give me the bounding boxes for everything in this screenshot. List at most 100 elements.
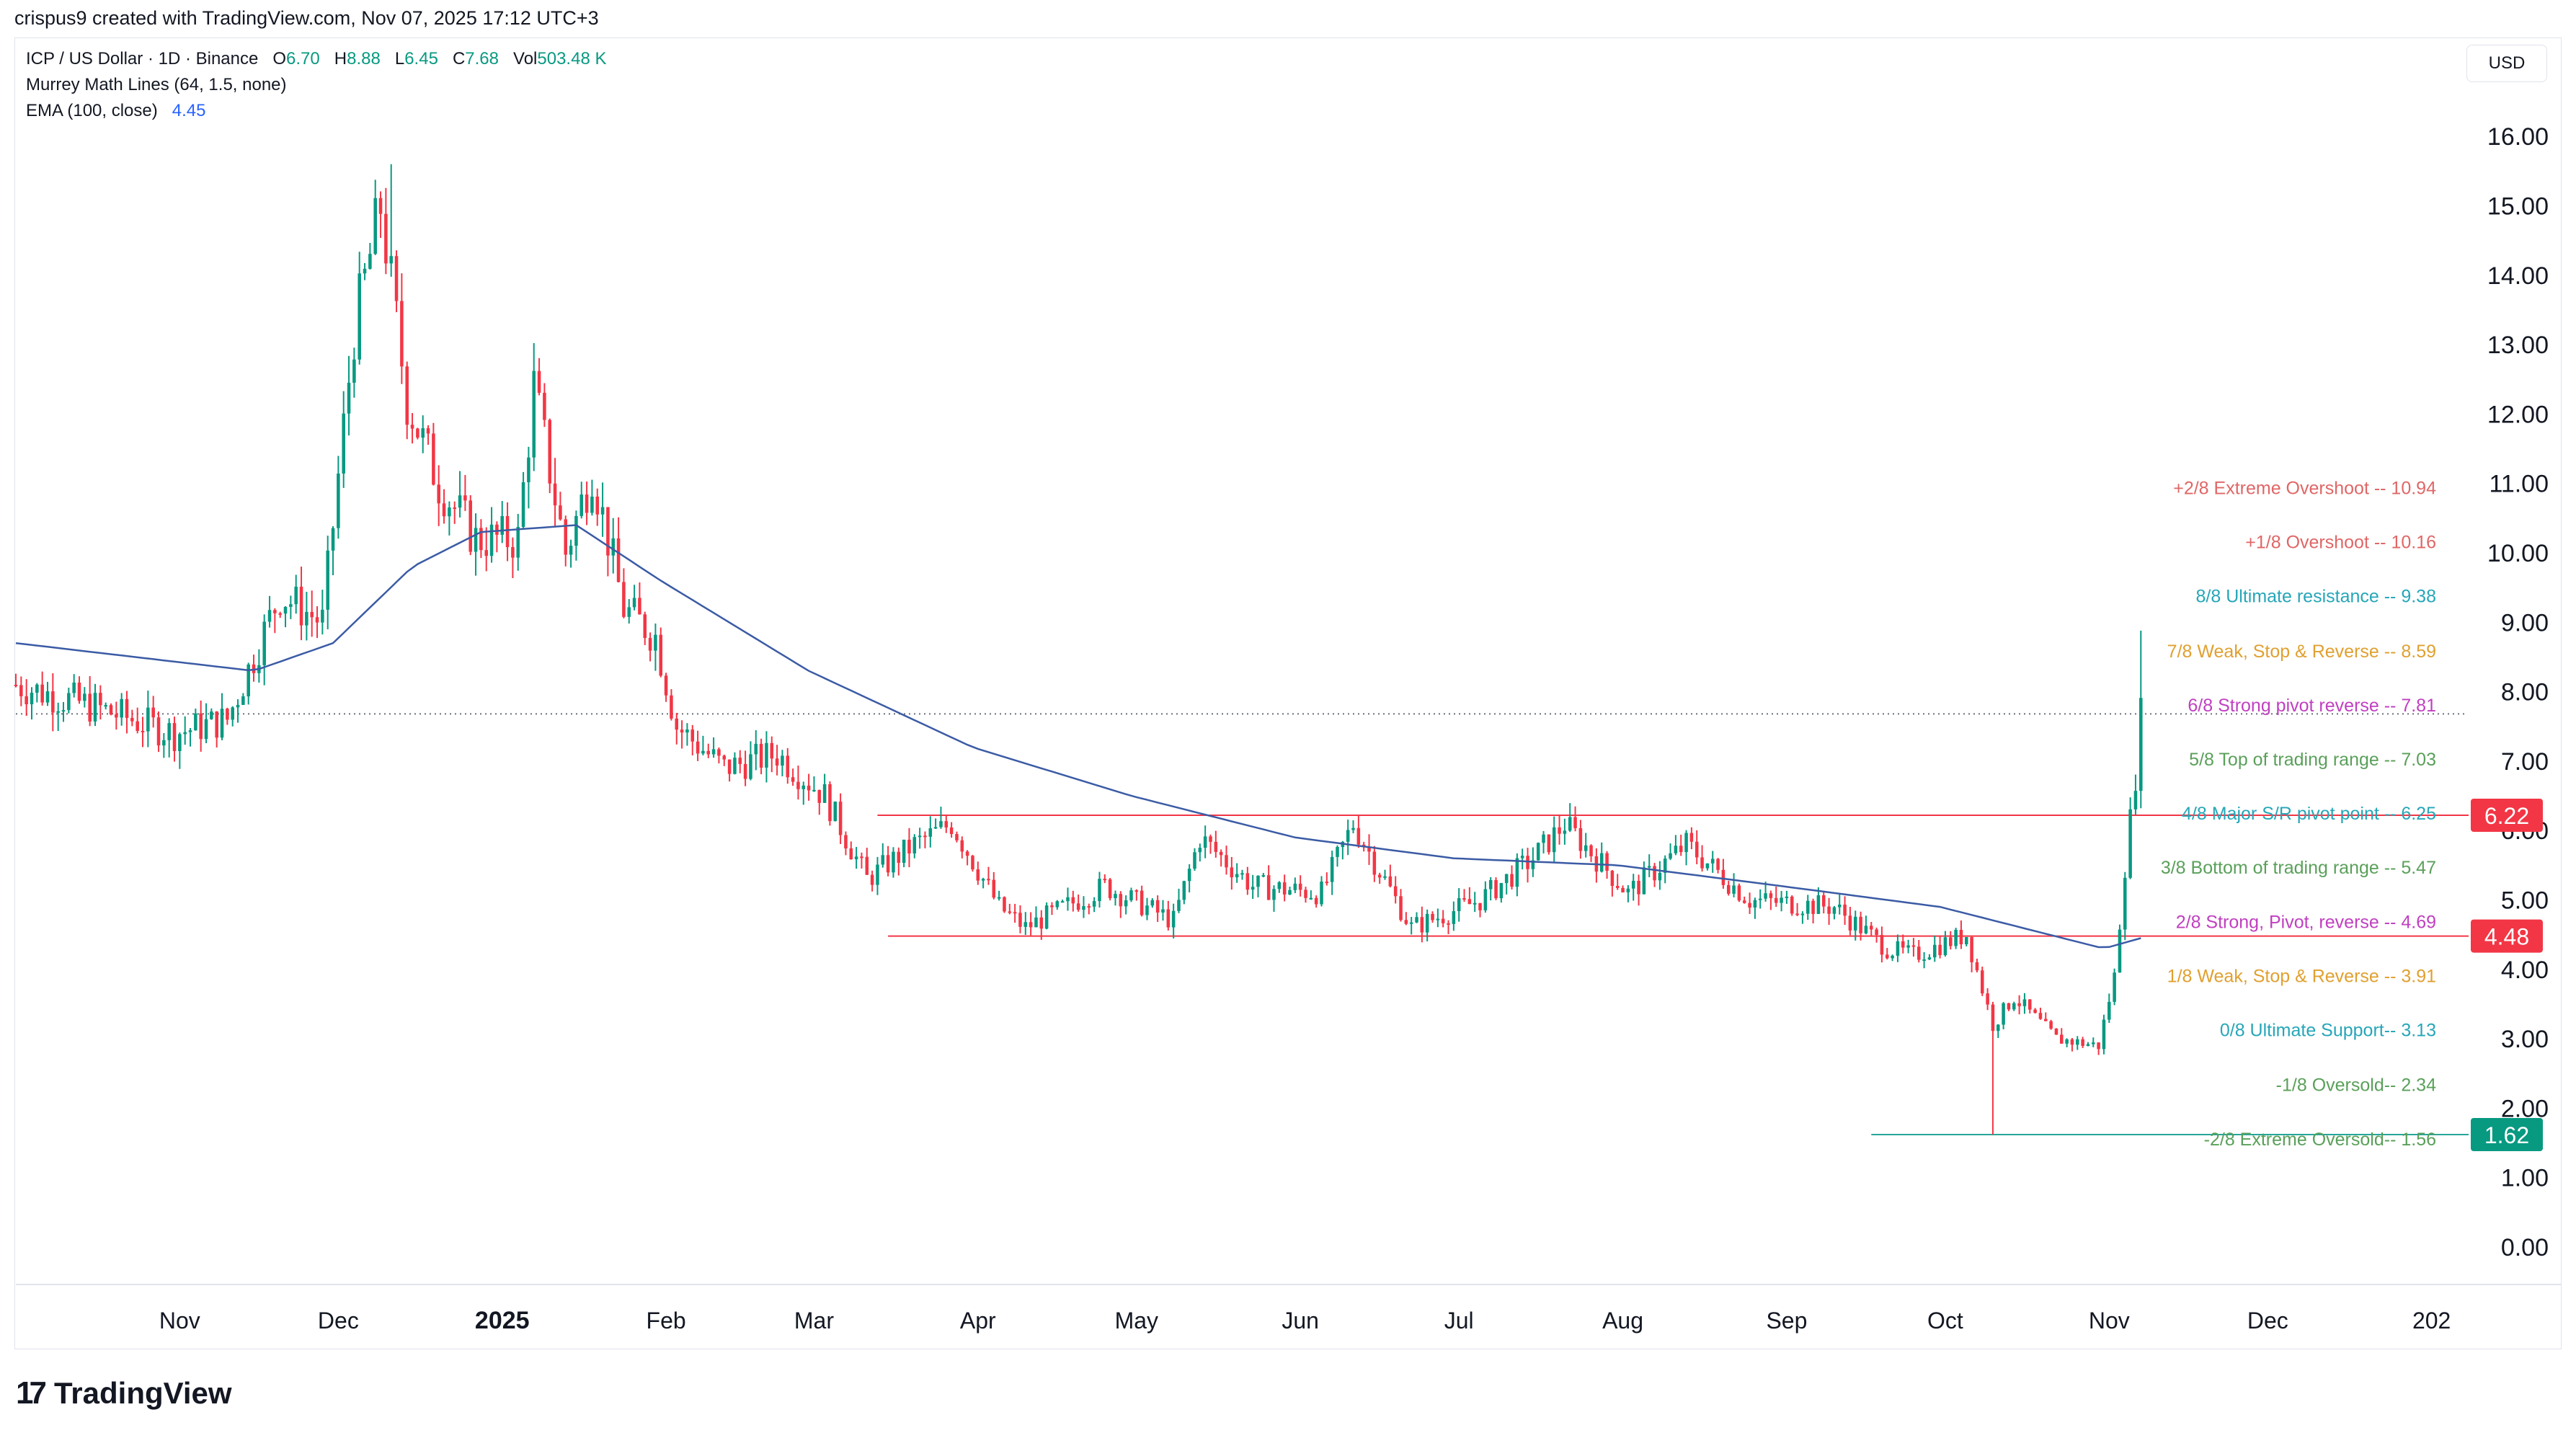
candle-body (1700, 857, 1704, 869)
candle-body (1478, 902, 1482, 910)
candle-body (944, 821, 949, 828)
y-tick-label: 1.00 (2501, 1165, 2549, 1192)
candle-body (876, 864, 879, 885)
x-tick-label: Dec (318, 1308, 359, 1334)
candle-body (511, 547, 515, 558)
candle-body (765, 742, 768, 768)
candle-body (1388, 876, 1393, 887)
candle-body (933, 827, 938, 829)
candle-body (632, 598, 636, 608)
candle-body (1859, 916, 1862, 933)
candle-body (1404, 920, 1408, 924)
candle-body (178, 734, 182, 751)
candle-body (1800, 913, 1805, 915)
candle-body (1927, 957, 1932, 959)
candle-body (167, 723, 171, 740)
candle-body (987, 879, 990, 881)
candle-body (1441, 918, 1445, 923)
candle-body (1050, 905, 1054, 908)
candle-body (1536, 843, 1540, 861)
candle-body (1066, 897, 1070, 902)
candle-body (1515, 858, 1519, 887)
candle-body (1864, 926, 1868, 933)
candle-body (1906, 945, 1910, 948)
x-tick-label: Feb (647, 1308, 686, 1334)
candle-body (421, 428, 425, 438)
candle-body (670, 695, 673, 719)
candle-body (1499, 883, 1504, 899)
candle-body (807, 785, 811, 791)
candle-body (1103, 879, 1107, 881)
candle-body (1832, 907, 1836, 914)
candle-body (1520, 856, 1524, 859)
candle-body (2054, 1028, 2058, 1035)
y-tick-label: 11.00 (2489, 471, 2549, 498)
candle-body (1447, 923, 1450, 925)
candle-body (860, 856, 863, 859)
candle-body (1203, 836, 1207, 848)
x-tick-label: Oct (1927, 1308, 1963, 1334)
candle-body (1980, 970, 1984, 994)
y-tick-label: 15.00 (2487, 193, 2549, 221)
candle-body (733, 758, 737, 774)
candle-body (1087, 906, 1091, 908)
price-tag-label: 4.48 (2484, 924, 2529, 950)
candle-body (976, 869, 980, 881)
candle-body (289, 604, 293, 607)
candle-body (352, 359, 356, 383)
candle-body (1494, 879, 1498, 899)
candle-body (1853, 916, 1857, 931)
legend-low-label: L (394, 49, 405, 68)
candle-body (1377, 874, 1382, 878)
candle-body (590, 496, 594, 513)
currency-button[interactable]: USD (2466, 45, 2547, 82)
candle-body (1684, 833, 1688, 853)
candle-body (136, 721, 139, 731)
candle-body (416, 428, 419, 438)
candle-body (971, 856, 974, 870)
candle-body (1483, 889, 1488, 910)
tradingview-logo[interactable]: 17 TradingView (16, 1375, 232, 1411)
candle-body (1504, 874, 1509, 884)
candle-body (1150, 900, 1155, 906)
candle-body (278, 613, 282, 615)
candle-body (1964, 937, 1968, 944)
candle-body (315, 617, 319, 623)
candle-body (51, 691, 55, 713)
candle-body (1689, 833, 1694, 842)
candle-body (1256, 875, 1260, 887)
legend-high: 8.88 (347, 49, 381, 68)
tradingview-wordmark: TradingView (53, 1376, 232, 1410)
y-tick-label: 16.00 (2487, 123, 2549, 151)
candle-body (2049, 1021, 2053, 1029)
candle-body (83, 693, 86, 701)
candle-body (2038, 1013, 2043, 1019)
candle-body (1314, 897, 1318, 905)
murrey-line-label: +1/8 Overshoot -- 10.16 (2245, 533, 2436, 553)
candle-body (61, 710, 66, 712)
ema-line (15, 524, 2141, 949)
candle-body (1261, 875, 1266, 877)
candle-body (2092, 1042, 2095, 1044)
candle-body (743, 763, 747, 779)
candle-body (1155, 900, 1160, 913)
candle-body (532, 371, 536, 458)
candle-body (162, 740, 166, 746)
price-tag-label: 1.62 (2484, 1122, 2529, 1148)
candle-body (611, 538, 616, 556)
candle-body (706, 750, 711, 755)
candle-body (1589, 845, 1593, 856)
candle-body (204, 719, 208, 740)
x-tick-label: May (1115, 1308, 1158, 1334)
x-tick-label: Jun (1282, 1308, 1319, 1334)
candle-body (828, 784, 832, 822)
candle-body (448, 507, 451, 517)
candle-body (1631, 880, 1635, 889)
candle-body (1843, 904, 1847, 916)
candle-body (1911, 945, 1916, 947)
candle-body (1991, 1004, 1995, 1032)
murrey-line-label: -2/8 Extreme Oversold-- 1.56 (2204, 1130, 2436, 1150)
candle-body (955, 834, 959, 840)
candle-body (410, 425, 414, 429)
